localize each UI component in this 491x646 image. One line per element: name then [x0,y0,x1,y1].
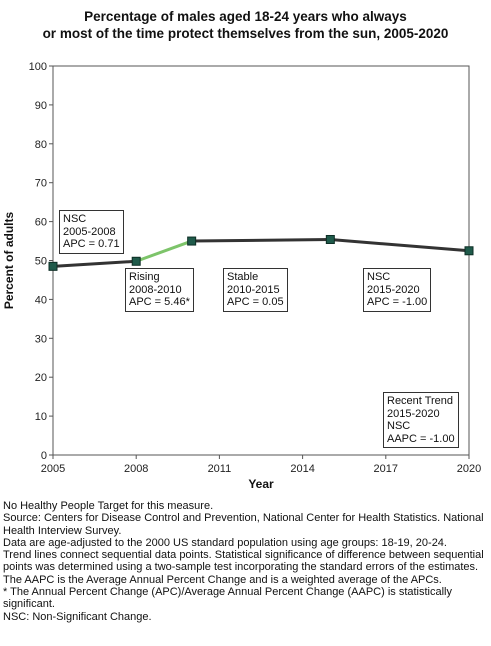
annotation-line: 2008-2010 [129,283,182,296]
y-tick-label: 30 [35,333,47,345]
annotation-stable-2010-2015: Stable 2010-2015 APC = 0.05 [223,268,288,312]
annotation-line: NSC [63,213,87,225]
trend-segment-2010-2015 [191,237,331,243]
footnote: Data are age-adjusted to the 2000 US sta… [3,536,447,549]
x-tick-label: 2008 [124,463,148,475]
y-tick-label: 80 [35,139,47,151]
plot-area-frame [52,65,470,456]
trend-segments [52,237,470,268]
footnote: NSC: Non-Significant Change. [3,610,152,623]
y-tick-label: 90 [35,100,47,112]
footnote: Trend lines connect sequential data poin… [3,549,484,574]
x-tick-label: 2020 [457,463,481,475]
data-point-markers [48,234,474,271]
footnote: No Healthy People Target for this measur… [3,500,214,512]
footnote: * The Annual Percent Change (APC)/Averag… [3,586,453,611]
data-point-2020[interactable] [464,246,474,256]
annotation-line: NSC [367,271,391,283]
data-point-2010[interactable] [187,236,197,246]
annotation-line: APC = -1.00 [367,296,428,308]
x-tick-label: 2014 [290,463,314,475]
annotation-line: APC = 5.46* [129,296,190,308]
data-point-2005[interactable] [48,261,58,271]
y-tick-label: 60 [35,217,47,229]
y-tick-label: 10 [35,411,47,423]
annotation-line: AAPC = -1.00 [387,432,455,445]
y-tick-label: 100 [29,61,47,73]
y-axis-title: Percent of adults [2,212,16,310]
footnote: The AAPC is the Average Annual Percent C… [3,573,442,586]
footnotes: No Healthy People Target for this measur… [3,500,489,623]
annotation-line: Recent Trend [387,395,454,407]
annotation-line: 2005-2008 [63,225,116,238]
trend-segment-2008-2010 [135,239,193,263]
y-tick-label: 20 [35,372,47,384]
y-tick-label: 0 [41,450,47,462]
chart-title-line-2: or most of the time protect themselves f… [42,26,449,41]
annotation-line: 2015-2020 [367,283,420,296]
annotation-line: Rising [129,271,160,283]
trend-segment-2005-2008 [52,259,137,268]
annotation-nsc-2015-2020: NSC 2015-2020 APC = -1.00 [363,268,432,312]
x-tick-label: 2005 [41,463,65,475]
annotation-line: APC = 0.05 [227,296,284,308]
data-point-2008[interactable] [131,256,141,266]
y-tick-label: 70 [35,178,47,190]
y-tick-label: 40 [35,294,47,306]
annotation-line: APC = 0.71 [63,238,120,250]
annotation-recent-trend: Recent Trend 2015-2020 NSC AAPC = -1.00 [383,392,459,448]
x-axis-ticks: 2005 2008 2011 2014 2017 2020 [41,455,481,475]
x-axis-title: Year [248,477,274,491]
y-axis-ticks: 0 10 20 30 40 50 60 70 80 90 100 [29,61,53,462]
annotation-line: NSC [387,420,411,432]
annotation-line: 2015-2020 [387,407,440,420]
data-point-2015[interactable] [325,234,335,244]
chart-title: Percentage of males aged 18-24 years who… [0,8,491,42]
annotation-rising-2008-2010: Rising 2008-2010 APC = 5.46* [125,268,194,312]
annotation-line: Stable [227,271,259,283]
footnote: Source: Centers for Disease Control and … [3,512,484,537]
trend-segment-2015-2020 [330,237,470,253]
chart-title-line-1: Percentage of males aged 18-24 years who… [84,9,407,24]
x-tick-label: 2017 [374,463,398,475]
annotation-nsc-2005-2008: NSC 2005-2008 APC = 0.71 [59,210,124,254]
x-tick-label: 2011 [208,463,232,475]
y-tick-label: 50 [35,256,47,268]
annotation-line: 2010-2015 [227,283,280,296]
